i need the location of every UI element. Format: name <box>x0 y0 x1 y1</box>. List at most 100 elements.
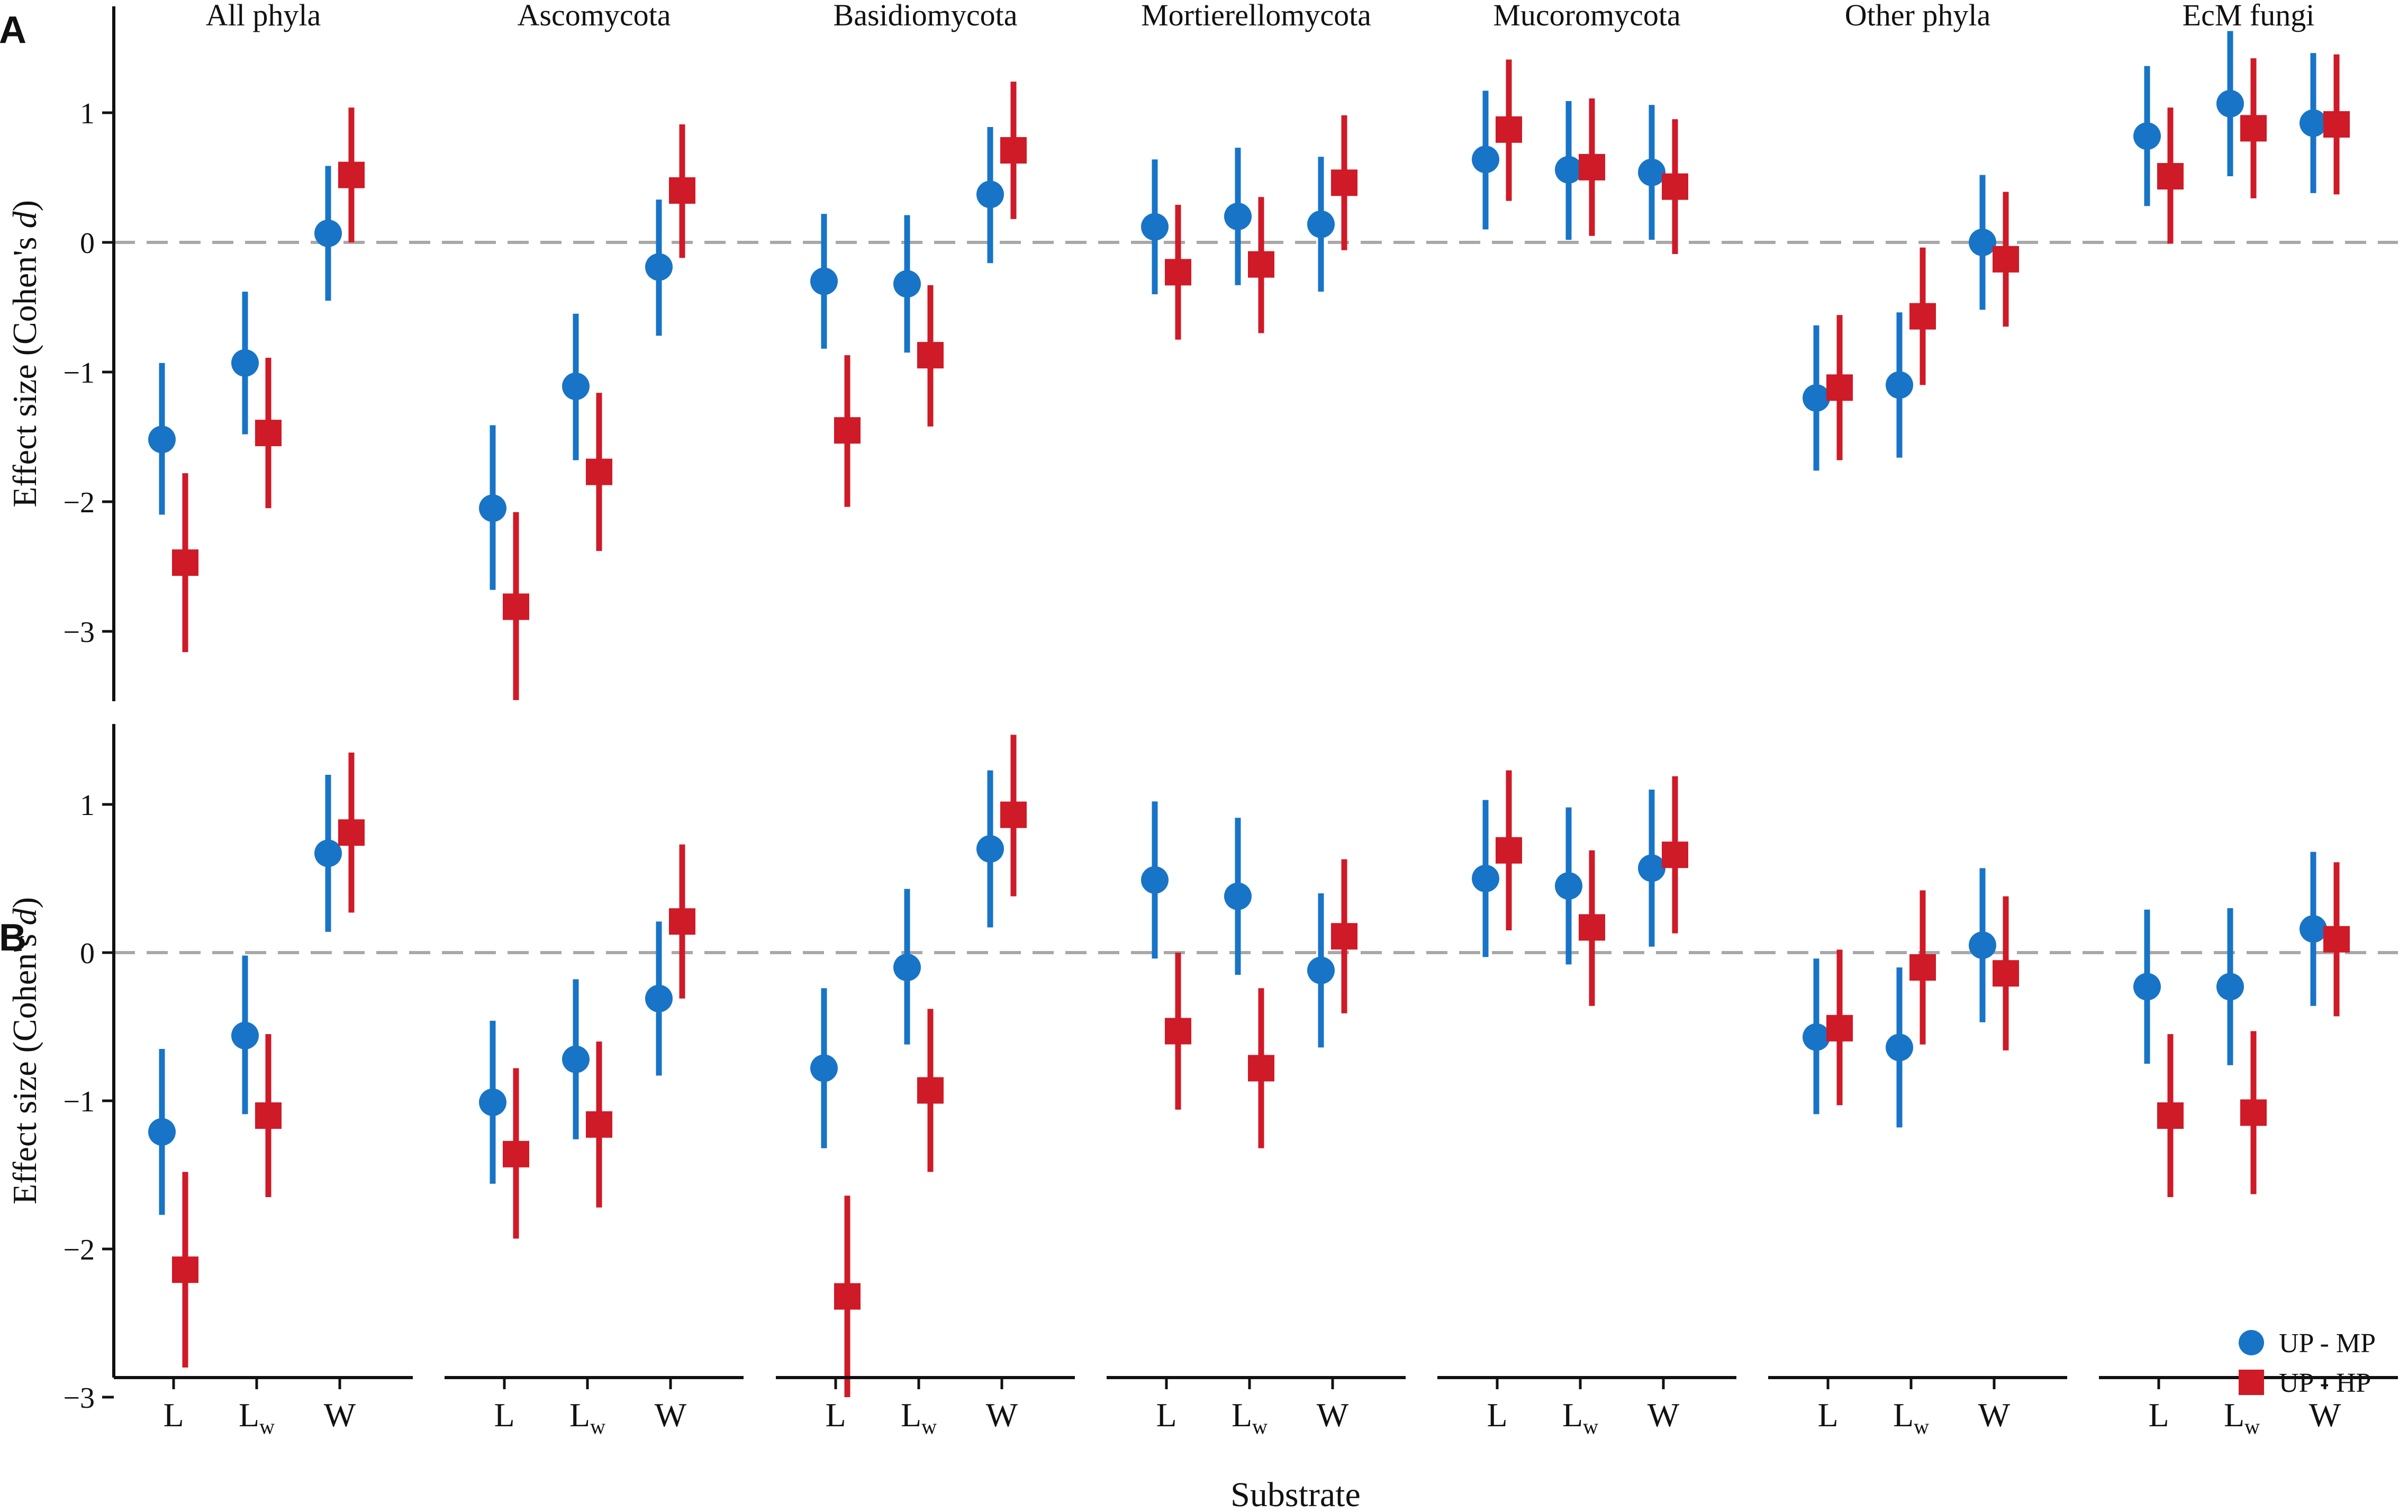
panel-a-ascomycota-w-up-hp-point <box>669 177 695 204</box>
panel-a-ecm-fungi-lw-up-hp-point <box>2240 115 2267 142</box>
panel-a-basidiomycota-w-up-mp-point <box>976 180 1004 209</box>
panel-b-other-phyla-l-up-mp-point <box>1803 1023 1830 1051</box>
panel-b-ecm-fungi-lw-up-mp-point <box>2216 973 2244 1001</box>
x-tick-label-base: L <box>2148 1396 2169 1434</box>
panel-b-basidiomycota-w-up-mp-point <box>976 835 1004 863</box>
panel-b-other-phyla-w-up-mp-point <box>1969 931 1996 959</box>
panel-b-other-phyla-lw-up-hp-point <box>1909 954 1936 981</box>
x-tick-label-base: L <box>1893 1396 1914 1434</box>
y-axis-title-text: Effect size (Cohen's <box>6 925 43 1205</box>
panel-b-mucoromycota-l-up-mp-point <box>1472 865 1499 892</box>
panel-a-mortierellomycota-w-up-mp-point <box>1307 210 1335 238</box>
x-tick-label-base: L <box>901 1396 921 1434</box>
legend-circle-marker <box>2239 1330 2264 1355</box>
x-tick-label-basidiomycota-lw: Lw <box>901 1396 937 1438</box>
panel-b-label: B <box>0 917 26 959</box>
panel-b-all-phyla-l-up-mp-point <box>148 1118 176 1146</box>
panel-b-mortierellomycota-lw-up-mp-point <box>1224 882 1252 910</box>
x-tick-label-mortierellomycota-w: W <box>1317 1396 1349 1434</box>
x-tick-label-subscript: w <box>590 1415 605 1438</box>
panel-b-mucoromycota-w-up-hp-point <box>1662 841 1688 868</box>
panel-a-other-phyla-lw-up-mp-point <box>1886 371 1913 399</box>
panel-a-mortierellomycota-l-up-mp-point <box>1141 213 1169 241</box>
legend: UP - MP UP - HP <box>2239 1328 2376 1398</box>
panel-b-other-phyla-w-up-hp-point <box>1993 960 2019 987</box>
x-tick-label-all-phyla-w: W <box>324 1396 356 1434</box>
y-axis-title-text: Effect size (Cohen's <box>6 228 43 508</box>
panel-b-ecm-fungi-w-up-mp-point <box>2300 915 2327 943</box>
panel-a-ecm-fungi-l-up-mp-point <box>2133 122 2161 150</box>
panel-b-ascomycota-l-up-hp-point <box>503 1140 529 1167</box>
panel-b-basidiomycota-l-up-mp-point <box>810 1054 838 1082</box>
panel-b-mucoromycota-l-up-hp-point <box>1496 837 1522 864</box>
x-tick-label-base: W <box>324 1396 356 1434</box>
panel-a-y-axis-title: Effect size (Cohen's d) <box>6 200 43 508</box>
x-tick-label-mucoromycota-l: L <box>1487 1396 1507 1434</box>
panel-a-basidiomycota-l-up-hp-point <box>834 417 861 444</box>
panel-a-y-tick-label: −2 <box>63 486 95 519</box>
panel-b-y-tick-label: 0 <box>80 937 95 970</box>
legend-label-up-mp: UP - MP <box>2279 1328 2376 1359</box>
panel-b-basidiomycota-w-up-hp-point <box>1000 801 1027 828</box>
panel-a-ascomycota-w-up-mp-point <box>645 253 673 281</box>
facet-title-ecm-fungi: EcM fungi <box>2183 0 2315 32</box>
x-tick-label-ecm-fungi-l: L <box>2148 1396 2169 1434</box>
x-tick-label-base: L <box>1232 1396 1252 1434</box>
panel-a-y-tick-label: −1 <box>63 357 95 390</box>
panel-b-mucoromycota-w-up-mp-point <box>1638 854 1665 882</box>
panel-a-mucoromycota-w-up-mp-point <box>1638 158 1665 186</box>
panel-b-other-phyla-l-up-hp-point <box>1826 1015 1853 1042</box>
panel-b-basidiomycota-lw-up-mp-point <box>893 954 921 981</box>
panel-a-other-phyla-w-up-hp-point <box>1993 246 2019 273</box>
panel-a-other-phyla-l-up-mp-point <box>1803 384 1830 412</box>
panel-a-mucoromycota-lw-up-hp-point <box>1579 153 1605 180</box>
panel-a-all-phyla-lw-up-mp-point <box>231 349 259 377</box>
y-axis-title-italic-d: d <box>6 211 43 228</box>
panel-a: 1 0 −1 −2 −3 Effect size (Cohen's d) A <box>0 6 2398 701</box>
x-tick-label-mucoromycota-lw: Lw <box>1562 1396 1598 1438</box>
panel-b-all-phyla-w-up-mp-point <box>314 839 342 867</box>
legend-square-marker <box>2239 1370 2264 1395</box>
panel-a-basidiomycota-l-up-mp-point <box>810 267 838 295</box>
x-tick-label-base: L <box>1487 1396 1507 1434</box>
x-tick-label-base: L <box>163 1396 184 1434</box>
x-tick-label-base: L <box>1562 1396 1583 1434</box>
x-tick-label-other-phyla-l: L <box>1817 1396 1838 1434</box>
panel-a-mortierellomycota-w-up-hp-point <box>1331 169 1357 196</box>
x-tick-label-subscript: w <box>1252 1415 1268 1438</box>
x-tick-label-base: L <box>569 1396 590 1434</box>
panel-a-all-phyla-l-up-hp-point <box>172 549 198 576</box>
panel-b-all-phyla-lw-up-mp-point <box>231 1021 259 1049</box>
panel-b-basidiomycota-l-up-hp-point <box>834 1283 861 1310</box>
x-tick-label-mortierellomycota-lw: Lw <box>1232 1396 1268 1438</box>
panel-b-ecm-fungi-l-up-hp-point <box>2157 1102 2184 1129</box>
x-tick-label-all-phyla-l: L <box>163 1396 184 1434</box>
x-tick-label-ecm-fungi-lw: Lw <box>2224 1396 2260 1438</box>
facet-title-all-phyla: All phyla <box>206 0 321 32</box>
x-tick-label-base: W <box>2309 1396 2341 1434</box>
panel-b-y-tick-label: −1 <box>63 1085 95 1118</box>
x-tick-label-ascomycota-l: L <box>494 1396 514 1434</box>
panel-a-ascomycota-lw-up-hp-point <box>586 458 612 485</box>
x-tick-label-mortierellomycota-l: L <box>1156 1396 1176 1434</box>
panel-a-mucoromycota-l-up-hp-point <box>1496 116 1522 143</box>
y-axis-title-italic-d: d <box>6 908 43 925</box>
panel-a-y-tick-label: 0 <box>80 227 95 260</box>
panel-a-ascomycota-l-up-hp-point <box>503 593 529 620</box>
x-tick-label-ecm-fungi-w: W <box>2309 1396 2341 1434</box>
x-tick-label-mucoromycota-w: W <box>1647 1396 1680 1434</box>
x-tick-label-base: L <box>494 1396 514 1434</box>
panel-b-ascomycota-l-up-mp-point <box>479 1088 506 1116</box>
x-axes: L Lw W L Lw W L Lw W L Lw W L Lw W L Lw W L Lw W <box>114 1376 2398 1438</box>
panel-b-basidiomycota-lw-up-hp-point <box>917 1077 944 1104</box>
panel-a-all-phyla-w-up-hp-point <box>338 161 365 188</box>
x-tick-label-ascomycota-lw: Lw <box>569 1396 605 1438</box>
panel-a-other-phyla-lw-up-hp-point <box>1909 303 1936 330</box>
panel-a-mucoromycota-l-up-mp-point <box>1472 146 1499 174</box>
panel-a-ecm-fungi-w-up-mp-point <box>2300 109 2327 137</box>
facet-title-other-phyla: Other phyla <box>1845 0 1990 32</box>
x-tick-label-base: W <box>655 1396 687 1434</box>
panel-b-mortierellomycota-w-up-hp-point <box>1331 923 1357 950</box>
facet-title-mortierellomycota: Mortierellomycota <box>1141 0 1371 32</box>
